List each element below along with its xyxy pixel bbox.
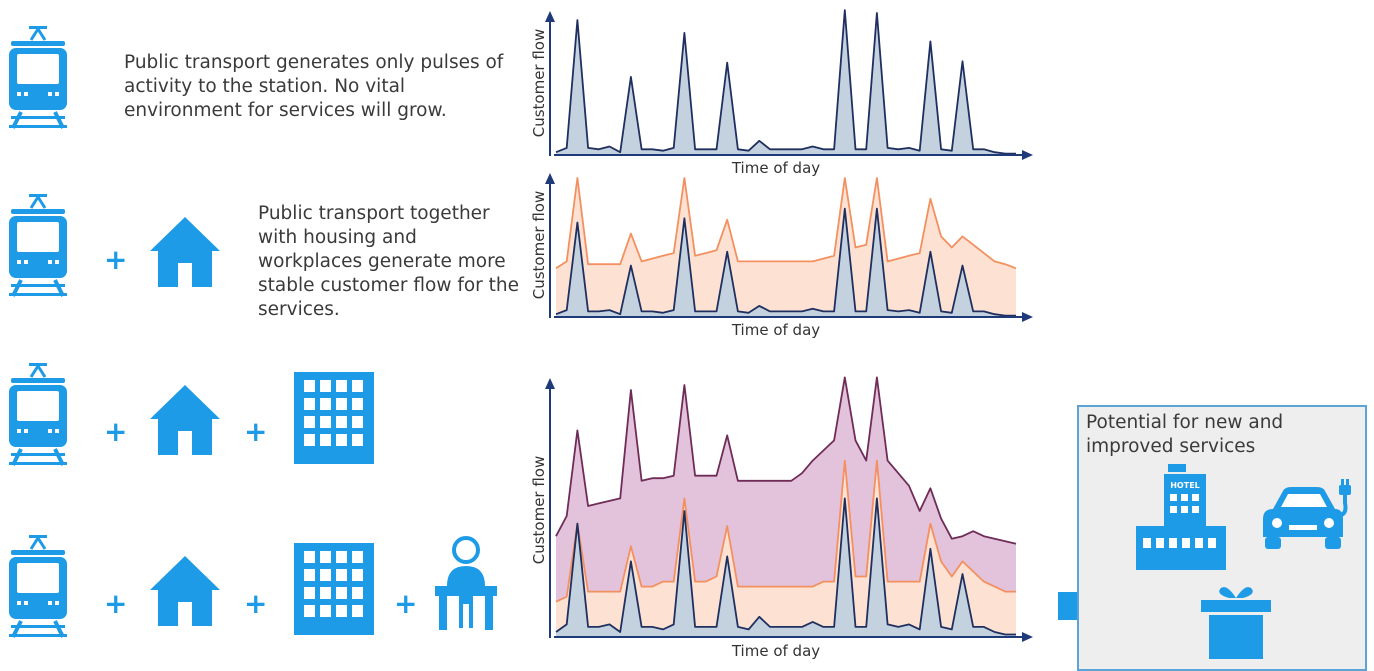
transit-series-area bbox=[556, 498, 1016, 637]
plus-sign: + bbox=[104, 415, 128, 448]
plus-sign: + bbox=[104, 587, 128, 620]
y-axis-arrow bbox=[545, 173, 555, 184]
workplace-series-area bbox=[556, 377, 1016, 637]
housing-series-area bbox=[556, 460, 1016, 637]
transit-series-line bbox=[555, 497, 1016, 636]
transit-series-line bbox=[555, 9, 1016, 155]
x-axis-label: Time of day bbox=[731, 642, 820, 660]
person-at-desk-icon bbox=[435, 536, 499, 632]
row1-description: Public transport generates only pulses o… bbox=[124, 52, 504, 121]
y-axis-label: Customer flow bbox=[530, 29, 548, 138]
potential-services-panel: Potential for new and improved services … bbox=[1077, 405, 1367, 671]
chart-transport-housing: Time of day Customer flow bbox=[530, 173, 1033, 339]
x-axis-label: Time of day bbox=[731, 321, 820, 339]
potential-services-title: Potential for new and improved services bbox=[1086, 412, 1284, 457]
house-icon bbox=[150, 217, 220, 287]
x-axis-arrow bbox=[1022, 312, 1033, 322]
transit-series-area bbox=[556, 10, 1016, 156]
house-icon bbox=[150, 556, 220, 626]
chart-transport-only: Time of day Customer flow bbox=[530, 9, 1033, 177]
hotel-icon: HOTEL bbox=[1136, 464, 1226, 570]
x-axis-label: Time of day bbox=[731, 159, 820, 177]
y-axis-arrow bbox=[545, 11, 555, 22]
office-building-icon bbox=[294, 372, 374, 464]
x-axis-arrow bbox=[1022, 632, 1033, 642]
plus-sign: + bbox=[244, 587, 268, 620]
house-icon bbox=[150, 385, 220, 455]
train-icon bbox=[9, 194, 69, 298]
train-icon bbox=[9, 535, 69, 639]
hotel-sign: HOTEL bbox=[1170, 481, 1200, 490]
chart-transport-housing-work: Time of day Customer flow bbox=[530, 376, 1033, 660]
plus-sign: + bbox=[394, 587, 418, 620]
housing-series-area bbox=[556, 178, 1016, 317]
row2-description: Public transport together with housing a… bbox=[258, 203, 520, 320]
train-icon bbox=[9, 26, 69, 130]
transit-series-area bbox=[556, 208, 1016, 317]
housing-series-line bbox=[555, 177, 1017, 270]
y-axis-label: Customer flow bbox=[530, 191, 548, 300]
x-axis-arrow bbox=[1022, 150, 1033, 160]
plus-sign: + bbox=[104, 243, 128, 276]
train-icon bbox=[9, 363, 69, 467]
electric-car-icon bbox=[1263, 479, 1351, 549]
office-building-icon bbox=[294, 543, 374, 635]
transit-series-line bbox=[555, 207, 1016, 317]
plus-sign: + bbox=[244, 415, 268, 448]
y-axis-label: Customer flow bbox=[530, 456, 548, 565]
housing-series-line bbox=[555, 459, 1016, 603]
y-axis-arrow bbox=[545, 378, 555, 389]
gift-icon bbox=[1201, 587, 1271, 659]
workplace-series-line bbox=[555, 376, 1017, 545]
